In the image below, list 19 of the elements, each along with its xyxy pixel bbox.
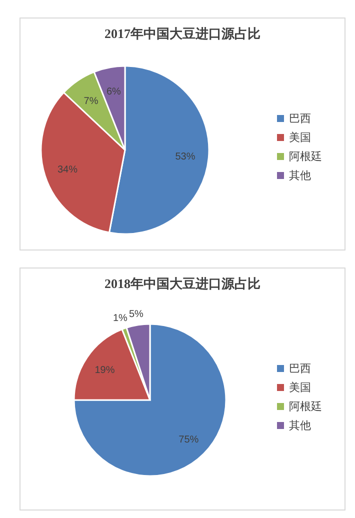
legend-label: 巴西 xyxy=(289,113,311,125)
data-label: 19% xyxy=(94,365,115,376)
legend-label: 阿根廷 xyxy=(289,151,322,163)
data-label: 1% xyxy=(112,313,128,324)
legend-label: 巴西 xyxy=(289,363,311,375)
chart-title: 2018年中国大豆进口源占比 xyxy=(104,276,260,291)
data-label: 34% xyxy=(57,164,78,176)
legend-label: 其他 xyxy=(289,419,311,432)
legend-label: 其他 xyxy=(289,169,311,182)
data-label: 6% xyxy=(106,86,121,98)
data-label: 7% xyxy=(84,96,98,107)
chart-title: 2017年中国大豆进口源占比 xyxy=(104,26,260,41)
data-label: 5% xyxy=(129,309,144,320)
pie-slice xyxy=(73,323,227,477)
legend-label: 美国 xyxy=(289,131,311,144)
data-label: 53% xyxy=(175,152,196,163)
legend-label: 阿根廷 xyxy=(289,401,322,413)
legend-label: 美国 xyxy=(289,381,311,394)
data-label: 75% xyxy=(178,434,199,446)
